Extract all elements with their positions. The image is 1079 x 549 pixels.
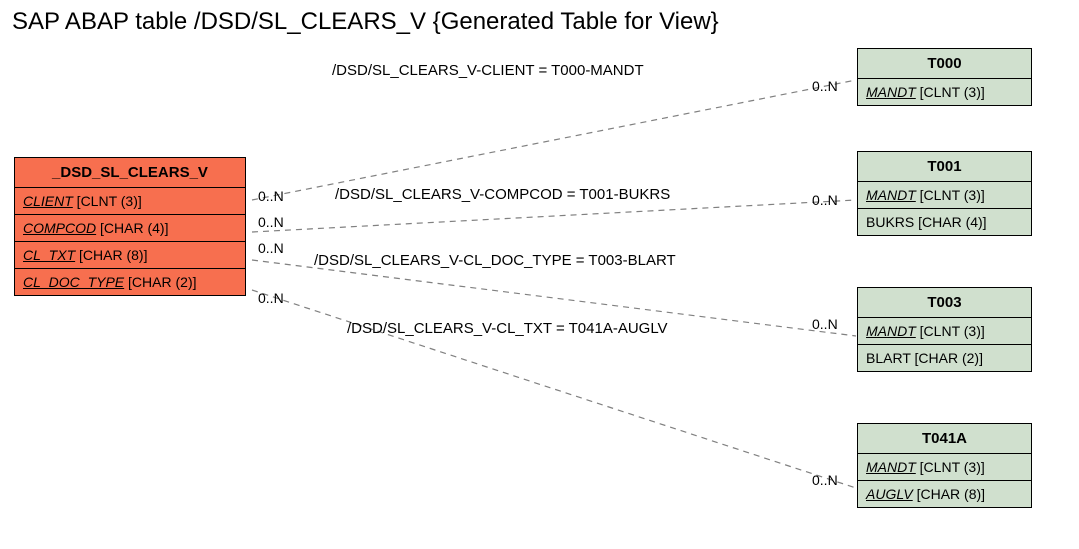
entity-t001: T001MANDT [CLNT (3)]BUKRS [CHAR (4)] [857, 151, 1032, 236]
entity-field: AUGLV [CHAR (8)] [858, 481, 1031, 507]
edge-label: /DSD/SL_CLEARS_V-COMPCOD = T001-BUKRS [335, 186, 670, 203]
cardinality-right: 0..N [812, 472, 838, 488]
entity-t041a: T041AMANDT [CLNT (3)]AUGLV [CHAR (8)] [857, 423, 1032, 508]
entity-field: BUKRS [CHAR (4)] [858, 209, 1031, 235]
entity-dsdslclearsv: _DSD_SL_CLEARS_VCLIENT [CLNT (3)]COMPCOD… [14, 157, 246, 296]
cardinality-right: 0..N [812, 192, 838, 208]
entity-field: CL_TXT [CHAR (8)] [15, 242, 245, 269]
entity-field: COMPCOD [CHAR (4)] [15, 215, 245, 242]
entity-t003: T003MANDT [CLNT (3)]BLART [CHAR (2)] [857, 287, 1032, 372]
edge-label: /DSD/SL_CLEARS_V-CLIENT = T000-MANDT [332, 62, 644, 79]
entity-header: _DSD_SL_CLEARS_V [15, 158, 245, 188]
entity-header: T001 [858, 152, 1031, 182]
cardinality-right: 0..N [812, 78, 838, 94]
entity-field: MANDT [CLNT (3)] [858, 79, 1031, 105]
entity-field: CL_DOC_TYPE [CHAR (2)] [15, 269, 245, 295]
entity-header: T000 [858, 49, 1031, 79]
entity-header: T041A [858, 424, 1031, 454]
entity-field: BLART [CHAR (2)] [858, 345, 1031, 371]
entity-field: MANDT [CLNT (3)] [858, 454, 1031, 481]
entity-field: CLIENT [CLNT (3)] [15, 188, 245, 215]
cardinality-left: 0..N [258, 188, 284, 204]
edge-label: /DSD/SL_CLEARS_V-CL_TXT = T041A-AUGLV [347, 320, 668, 337]
cardinality-left: 0..N [258, 290, 284, 306]
cardinality-left: 0..N [258, 214, 284, 230]
cardinality-left: 0..N [258, 240, 284, 256]
page-title: SAP ABAP table /DSD/SL_CLEARS_V {Generat… [12, 8, 719, 36]
edge-label: /DSD/SL_CLEARS_V-CL_DOC_TYPE = T003-BLAR… [314, 252, 676, 269]
entity-field: MANDT [CLNT (3)] [858, 182, 1031, 209]
entity-field: MANDT [CLNT (3)] [858, 318, 1031, 345]
entity-t000: T000MANDT [CLNT (3)] [857, 48, 1032, 106]
cardinality-right: 0..N [812, 316, 838, 332]
entity-header: T003 [858, 288, 1031, 318]
